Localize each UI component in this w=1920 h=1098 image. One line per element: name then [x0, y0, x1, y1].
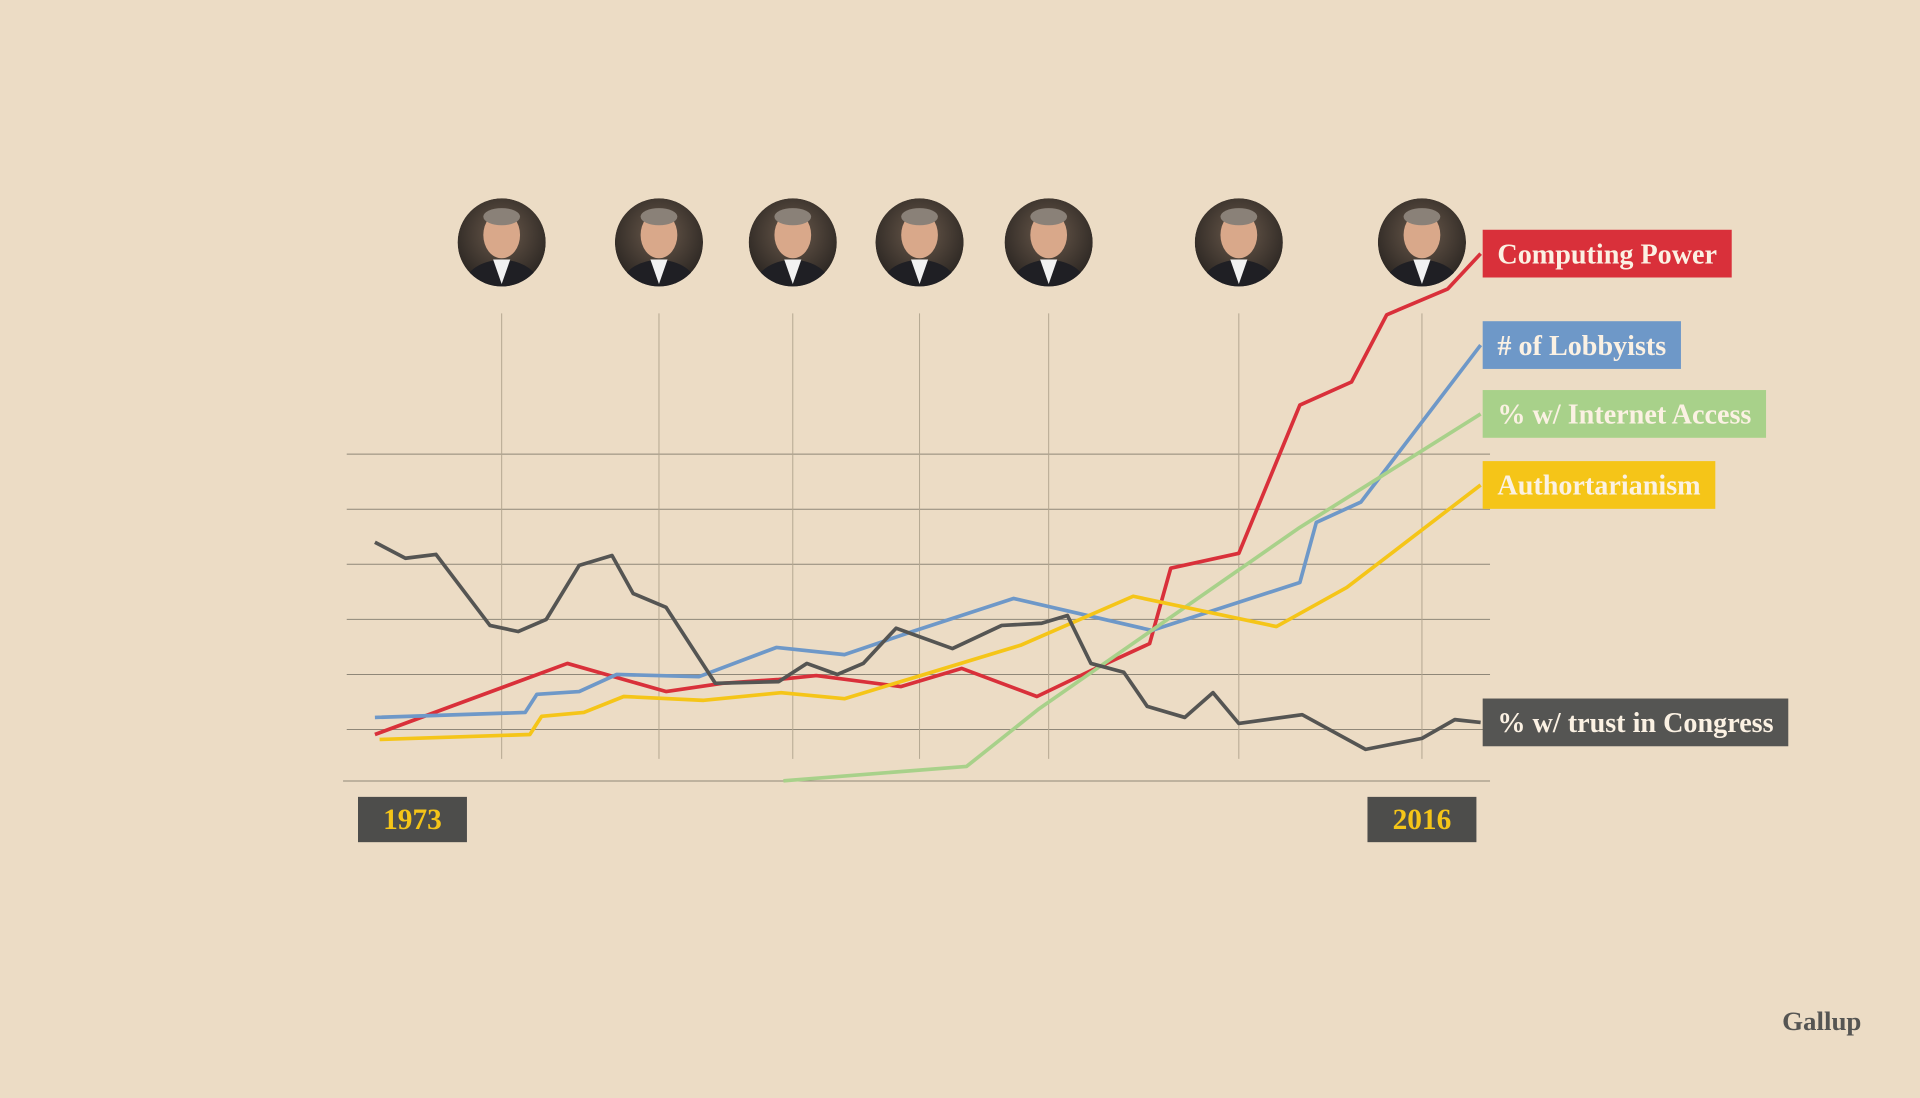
portrait-hair	[1030, 208, 1068, 226]
portrait	[748, 198, 837, 287]
portrait-photo	[1377, 198, 1467, 287]
portrait	[457, 198, 546, 287]
portrait-hair	[483, 208, 521, 226]
portrait-photo	[614, 198, 704, 287]
series-line	[374, 540, 1481, 752]
series-line	[783, 412, 1482, 783]
portrait-hair	[640, 208, 678, 226]
portrait-photo	[457, 198, 546, 287]
portrait-hair	[774, 208, 812, 226]
series-line	[379, 483, 1482, 742]
portrait-hair	[1403, 208, 1441, 226]
legend-box	[1482, 229, 1732, 278]
portrait	[1194, 198, 1283, 287]
portrait-hair	[901, 208, 938, 226]
portrait-shirt	[910, 259, 929, 284]
portrait	[614, 198, 704, 287]
legend-box	[1482, 461, 1716, 509]
portrait-photo	[875, 198, 964, 287]
x-tick-label: 1973	[383, 804, 442, 836]
portrait	[875, 198, 964, 287]
source-label: Gallup	[1782, 1006, 1861, 1036]
portrait-photo	[1004, 198, 1093, 287]
year-box	[357, 796, 467, 843]
portrait-photo	[748, 198, 837, 287]
legend-label: Authortarianism	[1497, 471, 1700, 502]
legend-label: % w/ trust in Congress	[1497, 708, 1773, 739]
legend-label: % w/ Internet Access	[1497, 400, 1751, 431]
series-line	[374, 252, 1482, 737]
portrait-shirt	[1413, 259, 1431, 284]
legend-box	[1482, 390, 1767, 438]
portrait	[1004, 198, 1093, 287]
portrait	[1377, 198, 1467, 287]
legend-label: # of Lobbyists	[1497, 331, 1666, 362]
year-box	[1367, 796, 1477, 843]
portrait-photo	[1194, 198, 1283, 287]
portrait-shirt	[1230, 259, 1248, 284]
portrait-hair	[1220, 208, 1258, 226]
legend-label: Computing Power	[1497, 239, 1717, 270]
portrait-shirt	[1040, 259, 1058, 284]
portrait-shirt	[493, 259, 511, 284]
x-tick-label: 2016	[1393, 804, 1452, 836]
portrait-shirt	[784, 259, 802, 284]
portrait-shirt	[650, 259, 668, 284]
series-line	[374, 343, 1483, 720]
legend-box	[1482, 321, 1681, 369]
legend-box	[1482, 698, 1789, 747]
